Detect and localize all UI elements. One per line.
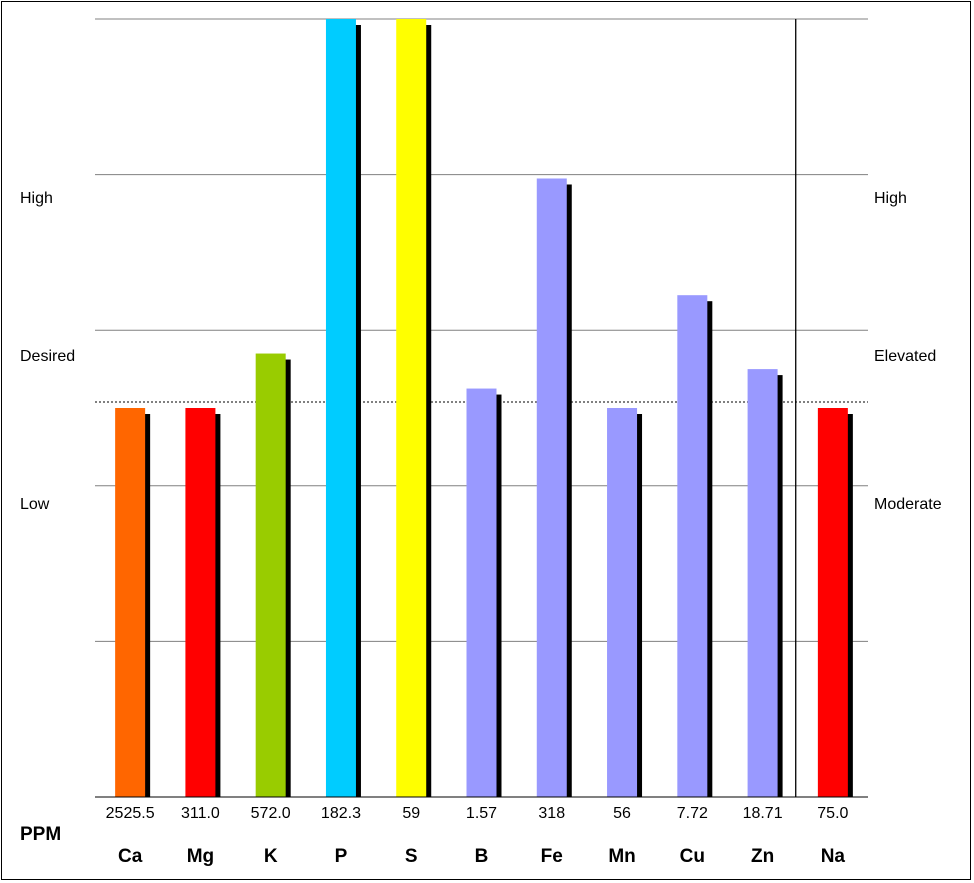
ppm-value-b: 1.57 — [466, 805, 497, 822]
bar-s — [396, 19, 427, 797]
ppm-value-ca: 2525.5 — [106, 805, 155, 822]
category-labels: Ca Mg K P S B Fe Mn Cu Zn Na — [118, 846, 845, 867]
ppm-value-fe: 318 — [538, 805, 565, 822]
ppm-value-mn: 56 — [613, 805, 631, 822]
bar-p — [325, 19, 356, 797]
ppm-value-p: 182.3 — [321, 805, 361, 822]
category-label-b: B — [475, 846, 489, 867]
category-label-zn: Zn — [751, 846, 774, 867]
bar-fe — [536, 178, 567, 798]
right-label-moderate: Moderate — [874, 496, 942, 513]
bars — [115, 19, 853, 798]
category-label-na: Na — [821, 846, 846, 867]
ppm-value-na: 75.0 — [817, 805, 848, 822]
right-label-elevated: Elevated — [874, 348, 936, 365]
ppm-unit-label: PPM — [20, 824, 61, 845]
ppm-value-labels: 2525.5 311.0 572.0 182.3 59 1.57 318 56 7.72 18.7… — [106, 805, 849, 822]
ppm-value-mg: 311.0 — [181, 805, 220, 822]
category-label-mg: Mg — [187, 846, 214, 867]
left-label-high: High — [20, 190, 53, 207]
category-label-ca: Ca — [118, 846, 143, 867]
right-label-high: High — [874, 190, 907, 207]
left-label-low: Low — [20, 496, 50, 513]
category-label-s: S — [405, 846, 418, 867]
ppm-value-s: 59 — [402, 805, 420, 822]
bar-b — [466, 388, 497, 797]
bar-na — [817, 408, 848, 797]
category-label-cu: Cu — [680, 846, 705, 867]
category-label-fe: Fe — [541, 846, 563, 867]
bar-mn — [607, 408, 638, 797]
bar-ca — [115, 408, 146, 797]
ppm-value-zn: 18.71 — [743, 805, 783, 822]
bar-mg — [185, 408, 216, 797]
category-label-p: P — [335, 846, 348, 867]
ppm-value-k: 572.0 — [251, 805, 291, 822]
category-label-k: K — [264, 846, 278, 867]
bar-k — [255, 353, 286, 797]
left-label-desired: Desired — [20, 348, 75, 365]
bar-zn — [747, 369, 778, 797]
ppm-value-cu: 7.72 — [677, 805, 708, 822]
category-label-mn: Mn — [608, 846, 635, 867]
bar-cu — [677, 295, 708, 797]
